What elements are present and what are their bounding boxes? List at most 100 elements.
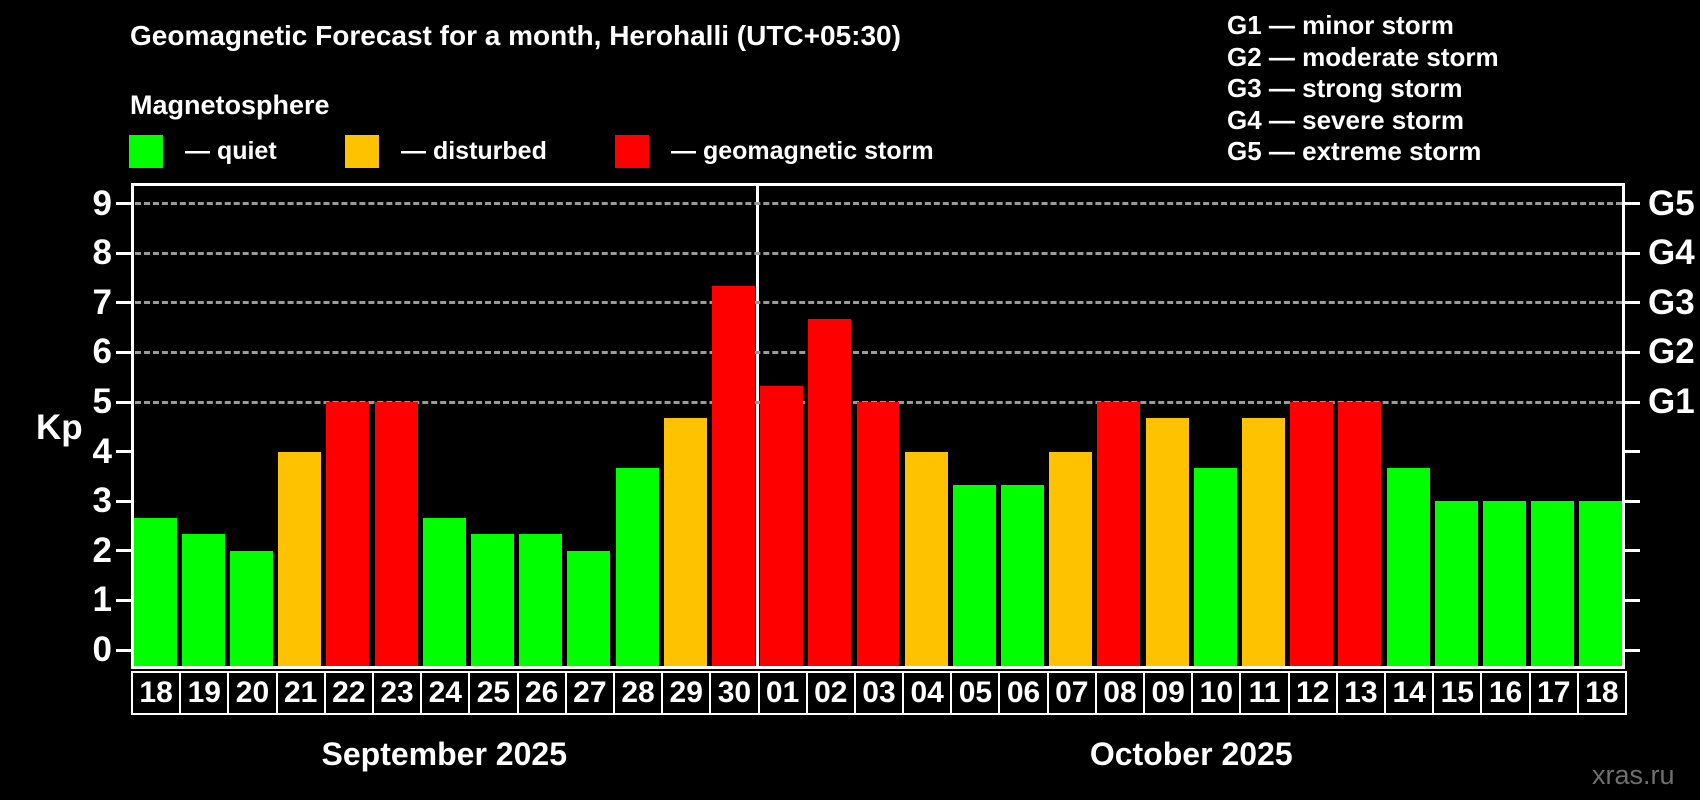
right-axis-tick bbox=[1625, 202, 1640, 206]
chart-title: Geomagnetic Forecast for a month, Heroha… bbox=[130, 20, 901, 51]
kp-bar bbox=[760, 385, 804, 666]
day-label: 19 bbox=[179, 671, 230, 715]
kp-bar bbox=[615, 467, 659, 666]
y-axis-tick bbox=[116, 598, 131, 602]
kp-bar bbox=[229, 550, 273, 666]
day-label: 27 bbox=[564, 671, 615, 715]
y-axis-tick bbox=[116, 400, 131, 404]
right-axis-tick bbox=[1625, 648, 1640, 652]
day-label: 01 bbox=[757, 671, 808, 715]
kp-bar bbox=[952, 484, 996, 666]
kp-bar bbox=[374, 402, 418, 666]
right-axis-tick bbox=[1625, 400, 1640, 404]
day-label: 10 bbox=[1191, 671, 1242, 715]
kp-bar bbox=[470, 534, 514, 666]
month-label: September 2025 bbox=[321, 736, 567, 772]
kp-bar bbox=[1145, 418, 1189, 666]
y-axis-tick-label: 8 bbox=[92, 233, 112, 273]
day-label: 14 bbox=[1384, 671, 1435, 715]
kp-bar bbox=[663, 418, 707, 666]
day-label: 18 bbox=[1576, 671, 1627, 715]
day-label: 18 bbox=[131, 671, 182, 715]
day-label: 12 bbox=[1287, 671, 1338, 715]
kp-bar bbox=[133, 517, 177, 666]
kp-gridline bbox=[135, 301, 1622, 305]
y-axis-tick-label: 3 bbox=[92, 481, 112, 521]
day-label: 25 bbox=[468, 671, 519, 715]
day-label: 24 bbox=[420, 671, 471, 715]
right-axis-tick bbox=[1625, 450, 1640, 454]
kp-bar bbox=[1579, 501, 1623, 666]
y-axis-tick-label: 9 bbox=[92, 183, 112, 223]
legend-label: — quiet bbox=[185, 136, 277, 165]
y-axis-tick-label: 2 bbox=[92, 530, 112, 570]
legend-label: — geomagnetic storm bbox=[671, 136, 934, 165]
y-axis-tick bbox=[116, 350, 131, 354]
kp-bar bbox=[1531, 501, 1575, 666]
kp-bar bbox=[1242, 418, 1286, 666]
kp-gridline bbox=[135, 202, 1622, 206]
month-label: October 2025 bbox=[1089, 736, 1293, 772]
day-label: 16 bbox=[1480, 671, 1531, 715]
kp-gridline bbox=[135, 251, 1622, 255]
day-label: 29 bbox=[661, 671, 712, 715]
y-axis-tick bbox=[116, 251, 131, 255]
y-axis-tick bbox=[116, 301, 131, 305]
storm-scale-legend-line: G3 — strong storm bbox=[1227, 73, 1463, 103]
day-label: 11 bbox=[1239, 671, 1290, 715]
kp-bar bbox=[1193, 467, 1237, 666]
y-axis-tick bbox=[116, 450, 131, 454]
kp-bar bbox=[326, 402, 370, 666]
storm-scale-legend-line: G5 — extreme storm bbox=[1227, 136, 1482, 166]
day-label: 20 bbox=[227, 671, 278, 715]
day-label: 06 bbox=[998, 671, 1049, 715]
disturbed-swatch-icon bbox=[345, 134, 379, 168]
y-axis-tick-label: 0 bbox=[92, 630, 112, 669]
kp-bar bbox=[1049, 451, 1093, 666]
kp-bar bbox=[1483, 501, 1526, 666]
legend-item-quiet: — quiet bbox=[129, 134, 277, 168]
month-separator-line bbox=[756, 186, 760, 666]
g-scale-label: G1 bbox=[1648, 382, 1695, 421]
kp-bar bbox=[181, 534, 225, 666]
legend-item-disturbed: — disturbed bbox=[345, 134, 547, 168]
kp-bar bbox=[904, 451, 948, 666]
kp-bar bbox=[519, 534, 563, 666]
day-label: 13 bbox=[1335, 671, 1387, 715]
kp-bar bbox=[1338, 402, 1382, 666]
y-axis-tick-label: 4 bbox=[92, 431, 112, 471]
y-axis-tick-label: 7 bbox=[92, 282, 112, 322]
storm-scale-legend-line: G1 — minor storm bbox=[1227, 10, 1454, 40]
kp-bar bbox=[422, 517, 466, 666]
kp-bar bbox=[1097, 402, 1141, 666]
g-scale-label: G5 bbox=[1648, 183, 1695, 223]
y-axis-tick bbox=[116, 648, 131, 652]
right-axis-tick bbox=[1625, 251, 1640, 255]
g-scale-label: G3 bbox=[1648, 282, 1695, 322]
g-scale-label: G4 bbox=[1648, 233, 1695, 273]
storm-scale-legend-line: G2 — moderate storm bbox=[1227, 41, 1499, 72]
day-label: 17 bbox=[1528, 671, 1579, 715]
y-axis-label: Kp bbox=[36, 408, 83, 447]
day-label: 26 bbox=[516, 671, 567, 715]
day-label: 03 bbox=[853, 671, 905, 715]
legend-label: — disturbed bbox=[401, 136, 547, 165]
storm-scale-legend: G1 — minor storm G2 — moderate storm G3 — … bbox=[1227, 10, 1499, 168]
right-axis-tick bbox=[1625, 301, 1640, 305]
day-label: 15 bbox=[1432, 671, 1483, 715]
y-axis-tick-label: 5 bbox=[92, 382, 112, 421]
storm-swatch-icon bbox=[615, 134, 649, 168]
y-axis-tick bbox=[116, 202, 131, 206]
day-label: 23 bbox=[371, 671, 423, 715]
plot-area bbox=[131, 183, 1625, 669]
y-axis-tick bbox=[116, 549, 131, 553]
legend-item-storm: — geomagnetic storm bbox=[615, 134, 934, 168]
day-label: 09 bbox=[1143, 671, 1194, 715]
quiet-swatch-icon bbox=[129, 134, 163, 168]
y-axis-tick bbox=[116, 499, 131, 503]
kp-bar bbox=[1386, 467, 1430, 666]
day-label: 04 bbox=[902, 671, 953, 715]
right-axis-tick bbox=[1625, 549, 1640, 553]
kp-gridline bbox=[135, 350, 1622, 354]
